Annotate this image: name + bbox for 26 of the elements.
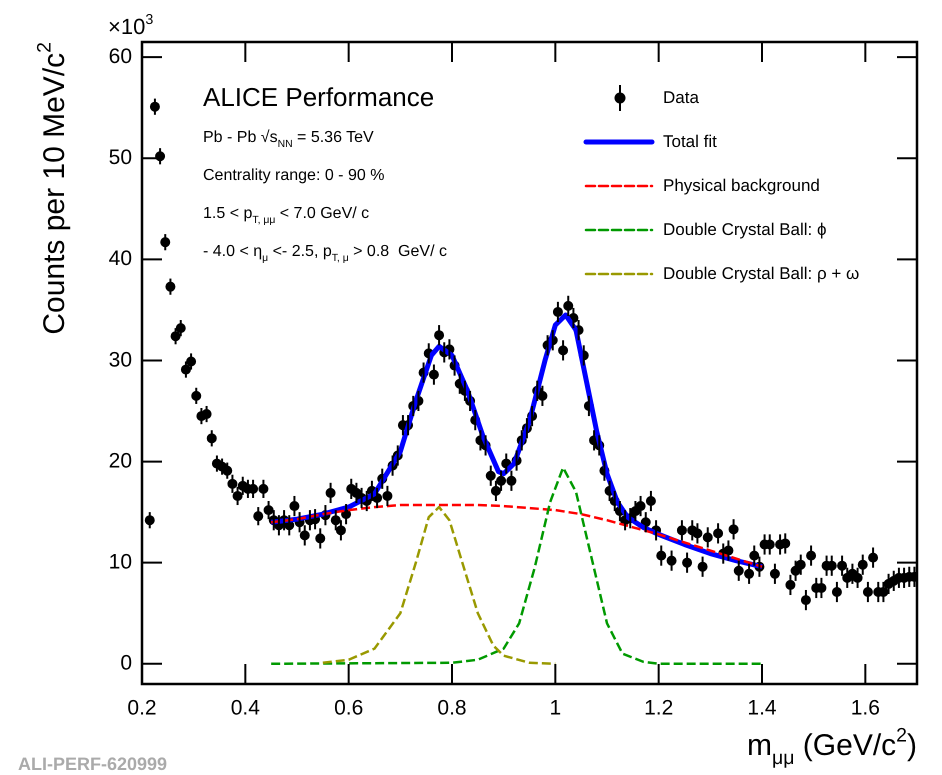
x-tick-label: 1.4 <box>747 696 777 720</box>
text: ALICE Performance <box>203 82 434 112</box>
legend-label: Total fit <box>663 132 717 151</box>
x-tick-label: 1.6 <box>850 696 880 720</box>
x-tick-label: 0.6 <box>334 696 364 720</box>
y-tick-label: 40 <box>108 247 132 270</box>
y-tick-label: 10 <box>108 550 132 574</box>
text: ALI-PERF-620999 <box>18 754 168 774</box>
y-tick-label: 50 <box>108 146 132 170</box>
y-tick-label: 0 <box>120 652 132 675</box>
x-tick-label: 1.2 <box>644 696 674 720</box>
x-tick-label: 1 <box>549 696 562 720</box>
legend-label: Data <box>663 88 699 107</box>
line-series <box>322 506 557 666</box>
annotation: Centrality range: 0 - 90 % <box>203 167 384 184</box>
y-tick-label: 60 <box>108 44 132 68</box>
legend-label: Double Crystal Ball: ϕ <box>663 220 827 239</box>
x-tick-label: 0.2 <box>127 696 157 720</box>
y-axis-title: Counts per 10 MeV/c2 <box>34 42 71 335</box>
legend-label: Physical background <box>663 176 820 195</box>
y-tick-label: 20 <box>108 449 132 472</box>
line-series <box>270 466 764 666</box>
legend-label: Double Crystal Ball: ρ + ω <box>663 264 860 283</box>
x-tick-label: 0.8 <box>437 696 467 720</box>
x-tick-label: 0.4 <box>230 696 260 720</box>
y-tick-label: 30 <box>108 348 132 372</box>
